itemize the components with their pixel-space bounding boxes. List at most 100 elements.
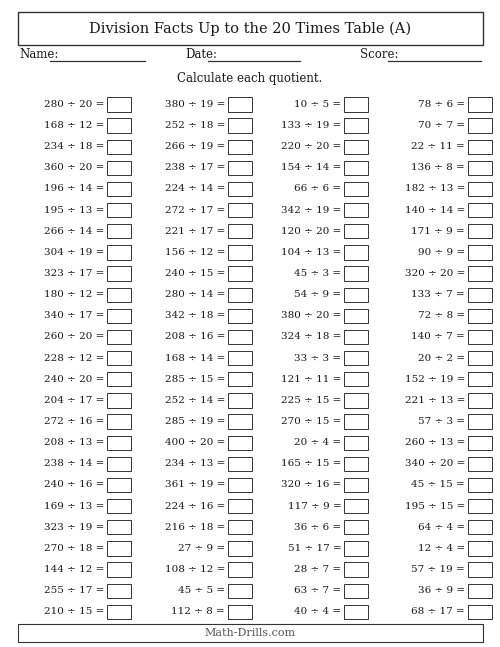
Text: 90 ÷ 9 =: 90 ÷ 9 = [418, 248, 465, 257]
Text: 204 ÷ 17 =: 204 ÷ 17 = [44, 396, 104, 405]
Bar [468, 393, 491, 408]
Text: 133 ÷ 7 =: 133 ÷ 7 = [411, 291, 465, 299]
Bar [468, 499, 491, 513]
Bar [344, 542, 368, 556]
Bar [344, 499, 368, 513]
Text: 340 ÷ 17 =: 340 ÷ 17 = [44, 311, 104, 320]
Text: 208 ÷ 13 =: 208 ÷ 13 = [44, 438, 104, 447]
Bar [106, 562, 130, 576]
Bar [106, 182, 130, 196]
Bar [106, 140, 130, 154]
Bar [468, 584, 491, 598]
Bar [344, 118, 368, 133]
Text: 144 ÷ 12 =: 144 ÷ 12 = [44, 565, 104, 574]
Text: 57 ÷ 19 =: 57 ÷ 19 = [411, 565, 465, 574]
Bar [344, 351, 368, 365]
Bar [344, 224, 368, 238]
Bar [228, 584, 252, 598]
Text: 64 ÷ 4 =: 64 ÷ 4 = [418, 523, 465, 532]
Text: 266 ÷ 19 =: 266 ÷ 19 = [164, 142, 225, 151]
Text: 270 ÷ 18 =: 270 ÷ 18 = [44, 544, 104, 553]
Text: 266 ÷ 14 =: 266 ÷ 14 = [44, 226, 104, 236]
Text: 234 ÷ 18 =: 234 ÷ 18 = [44, 142, 104, 151]
Bar [468, 245, 491, 259]
Bar [468, 562, 491, 576]
Text: 221 ÷ 13 =: 221 ÷ 13 = [404, 396, 465, 405]
Text: 72 ÷ 8 =: 72 ÷ 8 = [418, 311, 465, 320]
Text: 220 ÷ 20 =: 220 ÷ 20 = [281, 142, 342, 151]
Bar [106, 584, 130, 598]
Text: 320 ÷ 20 =: 320 ÷ 20 = [404, 269, 465, 278]
Bar [228, 562, 252, 576]
Text: Date:: Date: [185, 48, 217, 61]
Text: Score:: Score: [360, 48, 399, 61]
Bar [468, 160, 491, 175]
Bar [468, 351, 491, 365]
Text: 224 ÷ 16 =: 224 ÷ 16 = [164, 501, 225, 510]
Bar [468, 118, 491, 133]
Bar [344, 245, 368, 259]
Text: 45 ÷ 5 =: 45 ÷ 5 = [178, 586, 225, 595]
Text: 10 ÷ 5 =: 10 ÷ 5 = [294, 100, 342, 109]
Bar [344, 287, 368, 302]
Bar [106, 267, 130, 281]
Bar [228, 309, 252, 323]
Text: 225 ÷ 15 =: 225 ÷ 15 = [281, 396, 342, 405]
Text: 168 ÷ 12 =: 168 ÷ 12 = [44, 121, 104, 130]
Text: Name:: Name: [19, 48, 59, 61]
Text: 252 ÷ 18 =: 252 ÷ 18 = [164, 121, 225, 130]
Bar [106, 160, 130, 175]
Text: 40 ÷ 4 =: 40 ÷ 4 = [294, 608, 342, 617]
Text: 228 ÷ 12 =: 228 ÷ 12 = [44, 354, 104, 362]
Text: 323 ÷ 19 =: 323 ÷ 19 = [44, 523, 104, 532]
Text: 171 ÷ 9 =: 171 ÷ 9 = [411, 226, 465, 236]
Text: 36 ÷ 9 =: 36 ÷ 9 = [418, 586, 465, 595]
Text: 133 ÷ 19 =: 133 ÷ 19 = [281, 121, 342, 130]
Text: 154 ÷ 14 =: 154 ÷ 14 = [281, 163, 342, 172]
Bar [344, 457, 368, 471]
Text: 320 ÷ 16 =: 320 ÷ 16 = [281, 481, 342, 490]
Text: 260 ÷ 13 =: 260 ÷ 13 = [404, 438, 465, 447]
Text: 270 ÷ 15 =: 270 ÷ 15 = [281, 417, 342, 426]
Bar [228, 415, 252, 429]
Text: 112 ÷ 8 =: 112 ÷ 8 = [171, 608, 225, 617]
Text: 238 ÷ 17 =: 238 ÷ 17 = [164, 163, 225, 172]
Bar [344, 97, 368, 111]
Text: 285 ÷ 15 =: 285 ÷ 15 = [164, 375, 225, 384]
Bar [344, 478, 368, 492]
Bar [228, 267, 252, 281]
Text: 361 ÷ 19 =: 361 ÷ 19 = [164, 481, 225, 490]
Bar [106, 372, 130, 386]
Bar [106, 309, 130, 323]
Text: 45 ÷ 3 =: 45 ÷ 3 = [294, 269, 342, 278]
Text: 304 ÷ 19 =: 304 ÷ 19 = [44, 248, 104, 257]
Text: 36 ÷ 6 =: 36 ÷ 6 = [294, 523, 342, 532]
Bar [344, 140, 368, 154]
Bar [228, 97, 252, 111]
Text: 238 ÷ 14 =: 238 ÷ 14 = [44, 459, 104, 468]
Bar [106, 203, 130, 217]
Text: 152 ÷ 19 =: 152 ÷ 19 = [404, 375, 465, 384]
Bar [344, 309, 368, 323]
Bar [468, 309, 491, 323]
Bar [106, 415, 130, 429]
Bar [18, 624, 482, 642]
Text: Calculate each quotient.: Calculate each quotient. [178, 72, 322, 85]
Text: 117 ÷ 9 =: 117 ÷ 9 = [288, 501, 342, 510]
Bar [468, 203, 491, 217]
Bar [228, 478, 252, 492]
Bar [106, 499, 130, 513]
Bar [344, 203, 368, 217]
Text: 120 ÷ 20 =: 120 ÷ 20 = [281, 226, 342, 236]
Bar [344, 160, 368, 175]
Text: 360 ÷ 20 =: 360 ÷ 20 = [44, 163, 104, 172]
Text: 33 ÷ 3 =: 33 ÷ 3 = [294, 354, 342, 362]
Bar [106, 457, 130, 471]
Text: 121 ÷ 11 =: 121 ÷ 11 = [281, 375, 342, 384]
Bar [106, 245, 130, 259]
Text: 70 ÷ 7 =: 70 ÷ 7 = [418, 121, 465, 130]
Bar [106, 224, 130, 238]
Bar [228, 330, 252, 344]
Bar [228, 393, 252, 408]
Bar [468, 415, 491, 429]
